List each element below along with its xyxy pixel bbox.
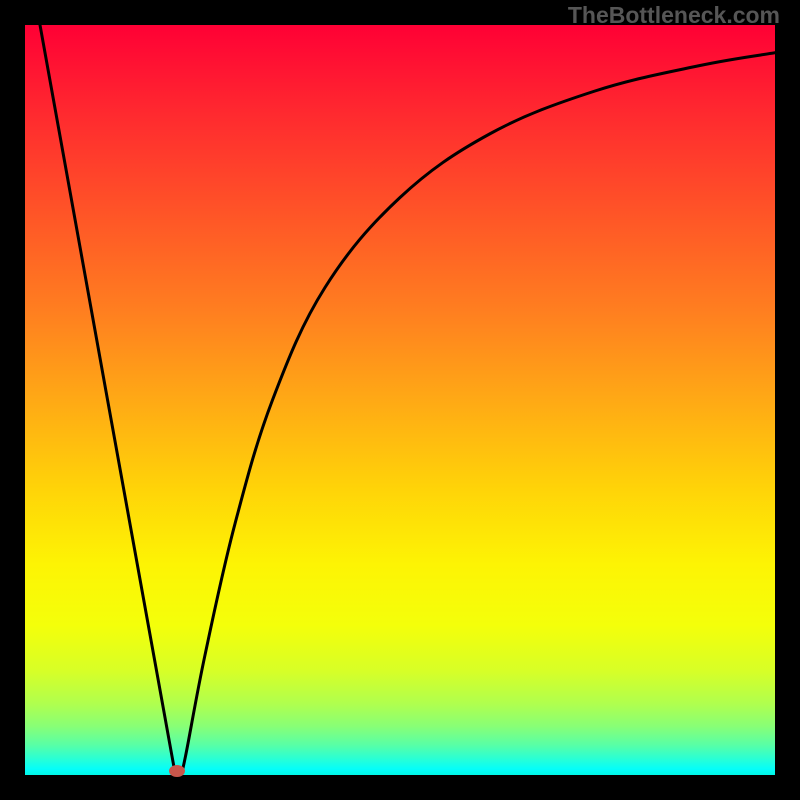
watermark-label: TheBottleneck.com [568,2,780,29]
chart-stage: TheBottleneck.com [0,0,800,800]
minimum-marker [169,765,185,777]
bottleneck-curve [40,25,775,775]
plot-area [25,25,775,775]
curve-layer [25,25,775,775]
